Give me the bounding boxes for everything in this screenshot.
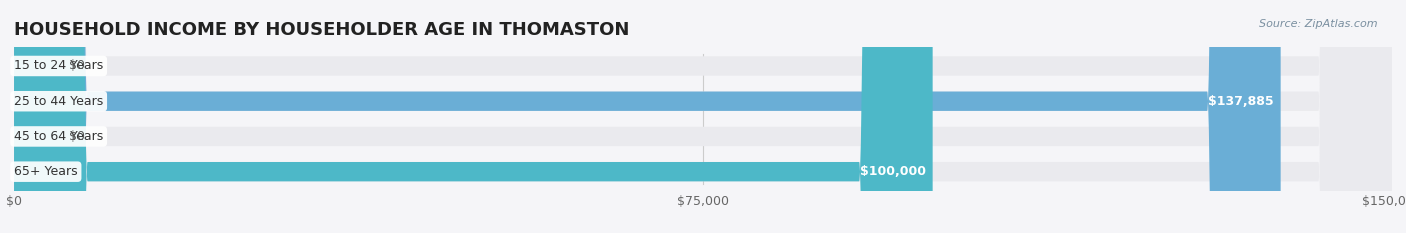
Text: HOUSEHOLD INCOME BY HOUSEHOLDER AGE IN THOMASTON: HOUSEHOLD INCOME BY HOUSEHOLDER AGE IN T… [14, 21, 630, 39]
FancyBboxPatch shape [14, 0, 1392, 233]
Text: $0: $0 [69, 59, 86, 72]
Text: $137,885: $137,885 [1208, 95, 1274, 108]
FancyBboxPatch shape [14, 0, 55, 233]
Text: 15 to 24 Years: 15 to 24 Years [14, 59, 103, 72]
Text: Source: ZipAtlas.com: Source: ZipAtlas.com [1260, 19, 1378, 29]
FancyBboxPatch shape [14, 0, 55, 233]
Text: 45 to 64 Years: 45 to 64 Years [14, 130, 103, 143]
FancyBboxPatch shape [14, 0, 1392, 233]
Text: 25 to 44 Years: 25 to 44 Years [14, 95, 103, 108]
Text: $100,000: $100,000 [859, 165, 925, 178]
Text: $0: $0 [69, 130, 86, 143]
FancyBboxPatch shape [14, 0, 932, 233]
Text: 65+ Years: 65+ Years [14, 165, 77, 178]
FancyBboxPatch shape [14, 0, 1392, 233]
FancyBboxPatch shape [14, 0, 1281, 233]
FancyBboxPatch shape [14, 0, 1392, 233]
